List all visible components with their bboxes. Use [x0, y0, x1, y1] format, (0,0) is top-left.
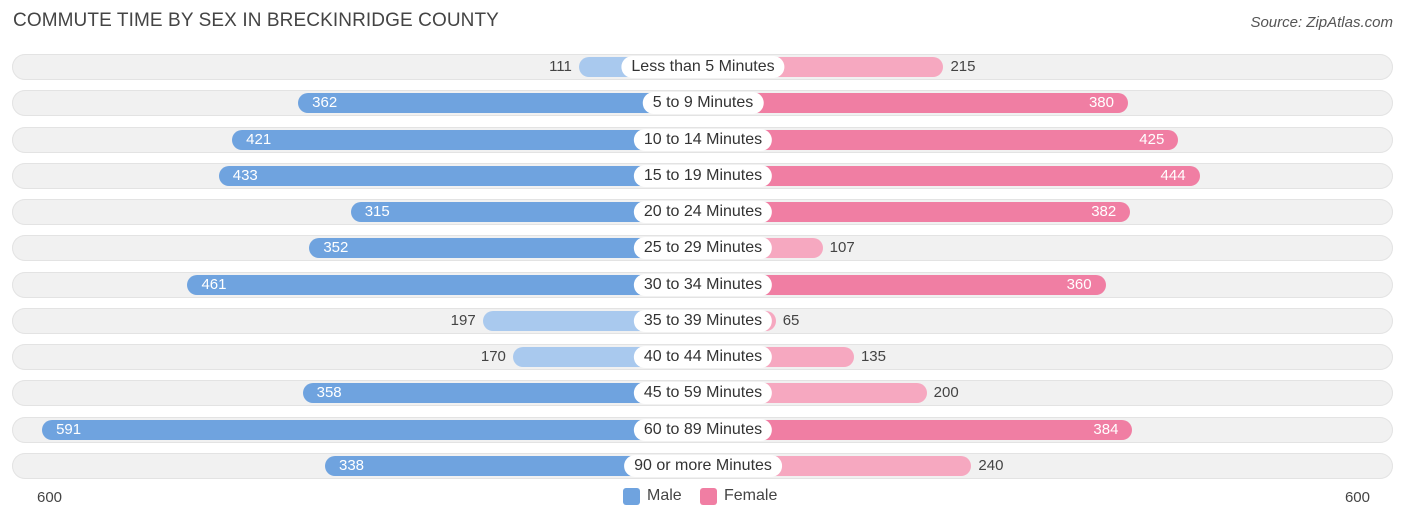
female-value-label: 135: [860, 348, 886, 366]
male-value-label: 315: [364, 203, 390, 221]
male-bar: [350, 202, 703, 223]
legend-label-female: Female: [724, 487, 778, 504]
category-label: 5 to 9 Minutes: [642, 92, 764, 115]
female-value-label: 200: [933, 384, 959, 402]
male-value-label: 358: [316, 384, 342, 402]
male-bar: [298, 93, 703, 114]
category-label: 45 to 59 Minutes: [633, 382, 773, 405]
female-value-label: 444: [1160, 166, 1186, 184]
male-value-label: 352: [323, 239, 349, 257]
legend-swatch-female: [700, 487, 717, 505]
legend-swatch-male: [623, 487, 640, 505]
axis-right-label: 600: [1344, 489, 1370, 506]
axis-left-label: 600: [37, 489, 63, 506]
male-value-label: 362: [312, 94, 338, 112]
male-bar: [309, 238, 703, 259]
male-bar: [187, 274, 703, 295]
category-label: 90 or more Minutes: [624, 454, 782, 477]
source-note: Source: ZipAtlas.com: [1250, 14, 1393, 31]
male-value-label: 421: [246, 130, 272, 148]
female-value-label: 215: [950, 58, 976, 75]
female-value-label: 425: [1139, 130, 1165, 148]
category-label: 10 to 14 Minutes: [633, 128, 773, 151]
female-bar: [703, 93, 1128, 114]
category-label: 60 to 89 Minutes: [633, 418, 773, 441]
female-value-label: 382: [1091, 203, 1117, 221]
category-label: 40 to 44 Minutes: [633, 346, 773, 369]
female-bar: [703, 129, 1179, 150]
female-value-label: 384: [1093, 420, 1119, 438]
category-label: Less than 5 Minutes: [621, 56, 785, 78]
legend-label-male: Male: [647, 487, 682, 504]
male-value-label: 111: [549, 58, 572, 75]
male-value-label: 433: [232, 166, 258, 184]
legend-item-male: Male: [623, 487, 682, 505]
male-bar: [302, 383, 703, 404]
category-label: 30 to 34 Minutes: [633, 273, 773, 296]
male-value-label: 197: [450, 311, 476, 329]
male-bar: [42, 419, 703, 440]
category-label: 25 to 29 Minutes: [633, 237, 773, 260]
male-value-label: 170: [480, 348, 506, 366]
male-bar: [232, 129, 703, 150]
chart-title: COMMUTE TIME BY SEX IN BRECKINRIDGE COUN…: [13, 10, 499, 31]
male-bar: [325, 455, 703, 476]
male-value-label: 591: [56, 420, 82, 438]
female-value-label: 107: [829, 239, 855, 257]
female-bar: [703, 165, 1200, 186]
female-value-label: 360: [1066, 275, 1092, 293]
female-value-label: 240: [978, 456, 1004, 474]
male-bar: [218, 165, 703, 186]
female-bar: [703, 202, 1131, 223]
category-label: 15 to 19 Minutes: [633, 164, 773, 187]
male-value-label: 461: [201, 275, 227, 293]
legend: Male Female: [0, 487, 1406, 507]
category-label: 20 to 24 Minutes: [633, 201, 773, 224]
male-value-label: 338: [339, 456, 365, 474]
female-bar: [703, 419, 1133, 440]
female-value-label: 65: [782, 311, 800, 329]
legend-item-female: Female: [700, 487, 777, 505]
female-bar: [703, 274, 1106, 295]
category-label: 35 to 39 Minutes: [633, 309, 773, 332]
female-value-label: 380: [1088, 94, 1114, 112]
